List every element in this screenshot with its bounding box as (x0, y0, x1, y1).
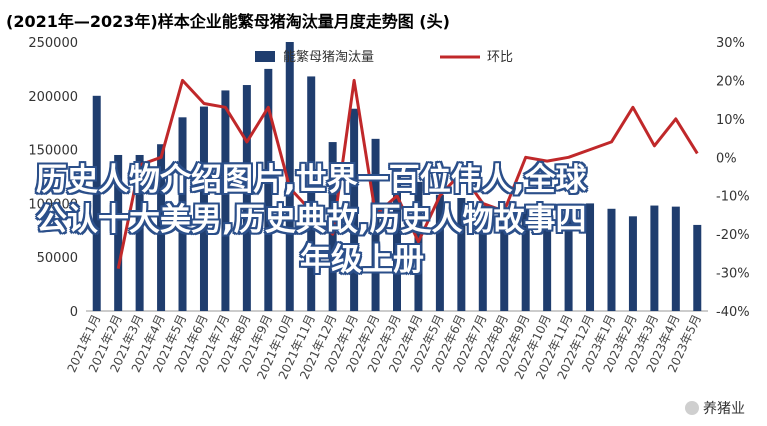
y-right-tick-label: 0% (716, 151, 737, 166)
legend-label-bar: 能繁母猪淘汰量 (283, 49, 374, 65)
bar (521, 206, 530, 311)
y-right-tick-label: -20% (716, 228, 750, 243)
y-left-tick-label: 250000 (28, 36, 78, 51)
y-right-tick-label: -30% (716, 267, 750, 282)
bar (693, 224, 702, 311)
bar (500, 207, 509, 311)
bar (393, 165, 401, 311)
bar (414, 181, 423, 311)
wechat-icon (685, 401, 699, 415)
overlay-line-3: 年级上册 (300, 242, 424, 278)
y-right-tick-label: -40% (716, 305, 750, 320)
brand-name: 养猪业 (703, 401, 745, 417)
y-right-tick-label: 20% (716, 74, 745, 89)
y-left-tick-label: 50000 (37, 251, 78, 266)
y-right-tick-label: -10% (716, 190, 750, 205)
y-left-tick-label: 100000 (28, 197, 78, 212)
bar (607, 208, 616, 311)
bar (435, 194, 444, 311)
bar (264, 68, 273, 312)
y-right-tick-label: 10% (716, 113, 745, 128)
bar (586, 203, 595, 311)
bar (221, 90, 230, 311)
bar (350, 108, 359, 311)
legend-label-line: 环比 (487, 50, 513, 65)
y-left-tick-label: 0 (70, 305, 78, 320)
chart-title: (2021年—2023年)样本企业能繁母猪淘汰量月度走势图 (头) (6, 12, 450, 31)
bar (92, 95, 101, 311)
y-right-tick-label: 30% (716, 36, 745, 51)
bar (478, 205, 487, 311)
bar (242, 85, 251, 311)
bar (135, 154, 144, 311)
bar (157, 144, 166, 311)
bar (371, 138, 380, 311)
legend-swatch-bar (255, 51, 275, 62)
overlay-line-2: 公认十大美男,历史典故,历史人物故事四 (36, 202, 587, 238)
bar (628, 216, 637, 311)
bar (650, 205, 659, 311)
bar (307, 76, 316, 311)
bar (564, 212, 573, 311)
bar (671, 206, 680, 311)
bar (543, 207, 552, 311)
bar (457, 198, 466, 311)
brand-badge: 养猪业 (685, 398, 745, 418)
y-left-tick-label: 150000 (28, 144, 78, 159)
bar (114, 154, 123, 311)
line-series-mom (116, 78, 699, 270)
bar (285, 42, 294, 311)
y-left-tick-label: 200000 (28, 90, 78, 105)
bar (199, 106, 208, 311)
overlay-line-1: 历史人物介绍图片,世界一百位伟人,全球 (36, 162, 587, 198)
bar (178, 117, 187, 311)
